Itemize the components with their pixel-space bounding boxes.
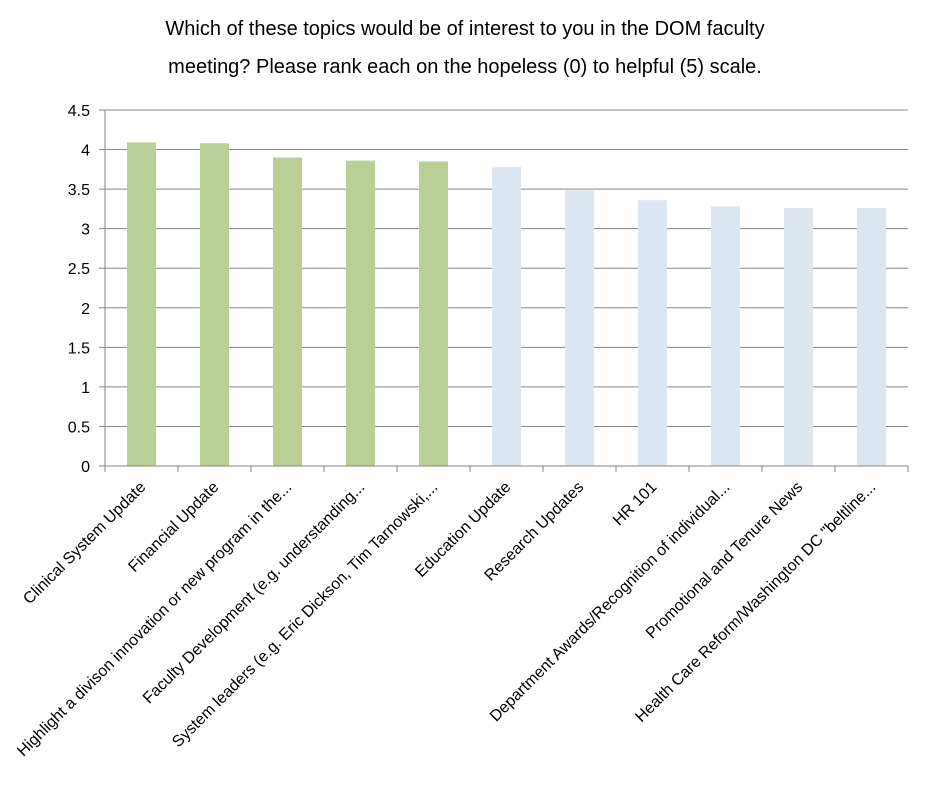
y-tick-label: 0 <box>81 459 90 476</box>
bar <box>857 208 886 466</box>
x-category-label: Promotional and Tenure News <box>643 479 806 642</box>
y-tick-label: 2 <box>81 301 90 318</box>
y-tick-labels: 0 0.5 1 1.5 2 2.5 3 3.5 4 4.5 <box>68 103 90 476</box>
bar <box>492 166 521 466</box>
bar <box>784 208 813 466</box>
y-tick-label: 0.5 <box>68 419 90 436</box>
y-tick-label: 1 <box>81 380 90 397</box>
x-category-label: HR 101 <box>610 479 660 529</box>
y-tick-label: 4 <box>81 143 90 160</box>
chart-title-line-1: Which of these topics would be of intere… <box>165 18 765 40</box>
y-tick-label: 3 <box>81 222 90 239</box>
bar <box>419 161 448 466</box>
bar <box>200 143 229 466</box>
y-tick-label: 3.5 <box>68 182 90 199</box>
bar <box>273 157 302 466</box>
bar <box>346 160 375 466</box>
bar <box>127 142 156 467</box>
x-category-label: System leaders (e.g. Eric Dickson, Tim T… <box>169 479 441 751</box>
bar <box>638 200 667 467</box>
y-tick-label: 4.5 <box>68 103 90 120</box>
bars <box>127 142 886 467</box>
x-category-label: Highlight a divison innovation or new pr… <box>14 479 295 760</box>
x-category-label: Clinical System Update <box>20 479 149 608</box>
x-category-label: Health Care Reform/Washington DC "beltli… <box>632 479 879 726</box>
chart-title: Which of these topics would be of intere… <box>60 10 870 86</box>
y-tick-label: 1.5 <box>68 340 90 357</box>
axes <box>99 109 909 472</box>
y-tick-label: 2.5 <box>68 261 90 278</box>
bar <box>711 206 740 466</box>
bar <box>565 190 594 466</box>
chart-title-line-2: meeting? Please rank each on the hopeles… <box>168 56 762 78</box>
